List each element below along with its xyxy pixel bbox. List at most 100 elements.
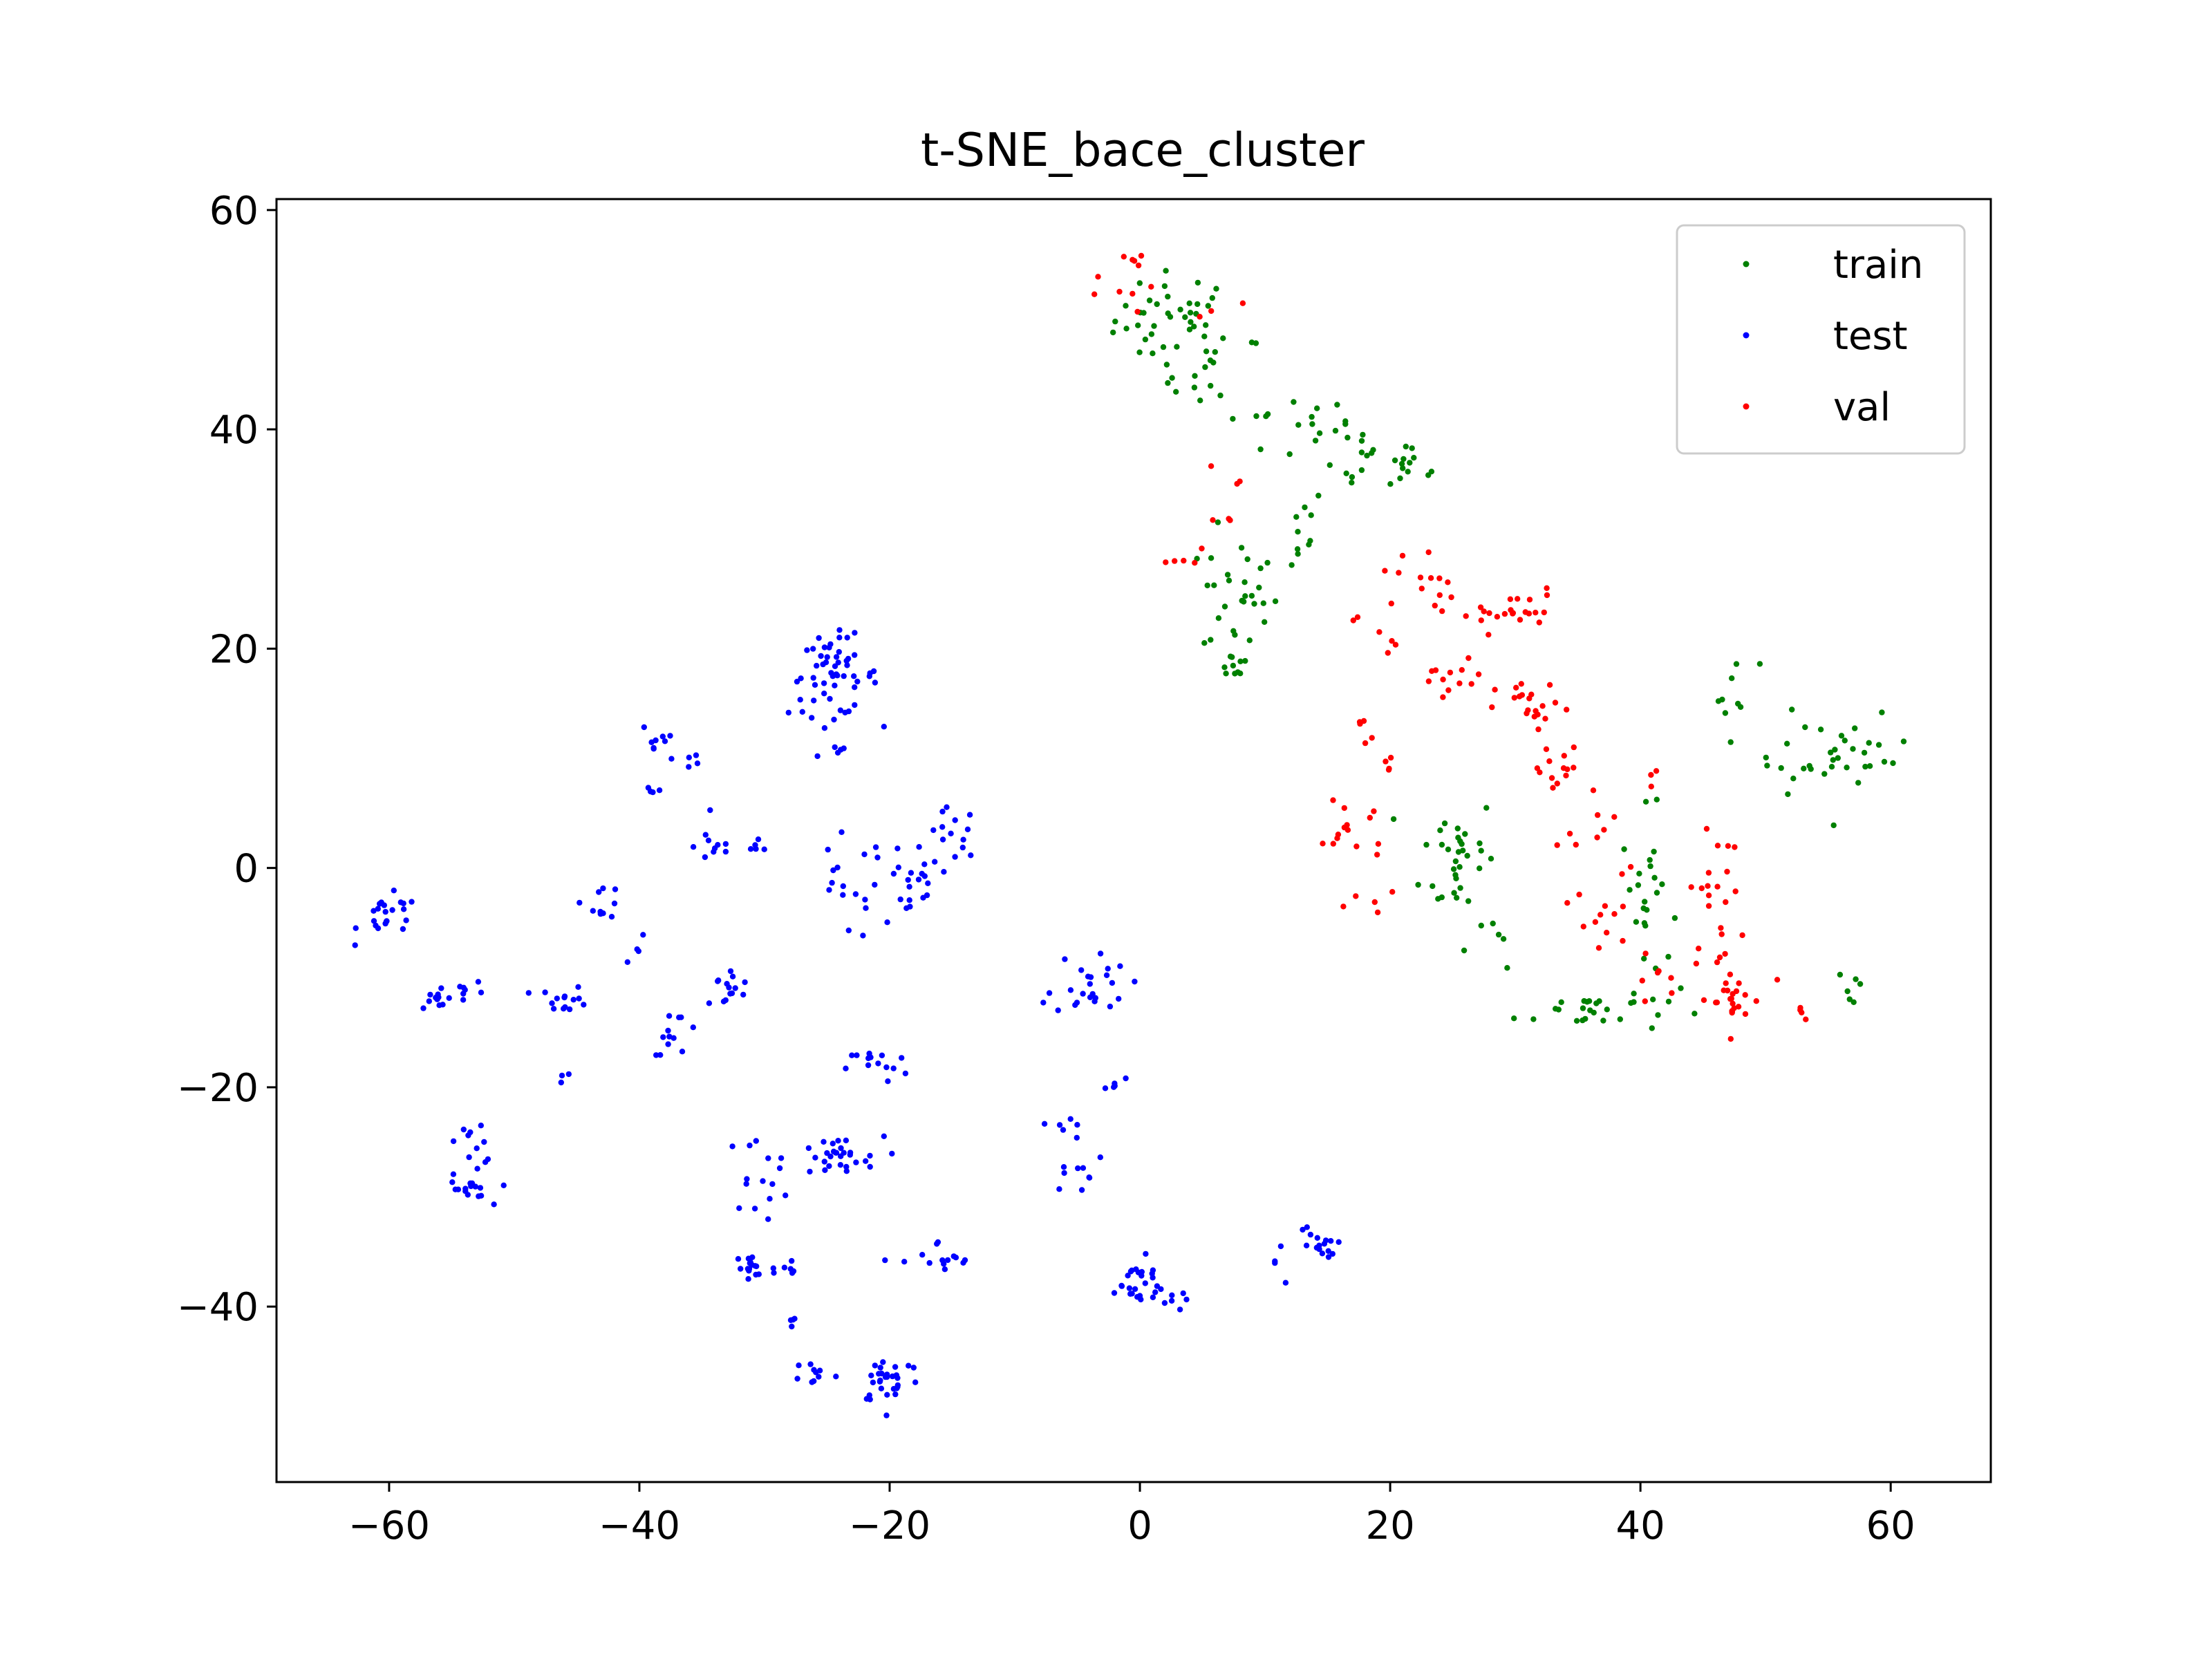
point-train bbox=[1163, 268, 1169, 274]
point-train bbox=[1223, 671, 1229, 677]
point-test bbox=[861, 851, 868, 858]
point-train bbox=[1358, 438, 1365, 444]
y-tick-label: −40 bbox=[177, 1285, 259, 1330]
point-val bbox=[1535, 726, 1541, 733]
point-test bbox=[1097, 950, 1104, 957]
point-val bbox=[1341, 805, 1348, 812]
point-test bbox=[1150, 1275, 1156, 1281]
point-test bbox=[960, 836, 966, 843]
point-train bbox=[1244, 556, 1250, 563]
point-test bbox=[841, 673, 847, 679]
point-test bbox=[845, 927, 852, 934]
point-test bbox=[840, 892, 846, 898]
point-train bbox=[1828, 764, 1835, 770]
point-train bbox=[1841, 738, 1848, 744]
point-train bbox=[1358, 449, 1365, 456]
point-val bbox=[1448, 594, 1454, 601]
x-tick-label: 0 bbox=[1127, 1503, 1152, 1548]
series-val bbox=[1091, 252, 1809, 1042]
point-val bbox=[1095, 274, 1101, 280]
point-test bbox=[640, 932, 646, 938]
point-val bbox=[1389, 889, 1396, 895]
point-test bbox=[771, 1270, 777, 1276]
point-train bbox=[1263, 413, 1269, 420]
point-val bbox=[1477, 604, 1484, 610]
point-train bbox=[1580, 1017, 1586, 1024]
point-test bbox=[1134, 1294, 1141, 1300]
y-tick-label: −20 bbox=[177, 1066, 259, 1111]
point-val bbox=[1639, 977, 1645, 984]
point-test bbox=[745, 1276, 751, 1282]
point-test bbox=[894, 1385, 900, 1391]
point-train bbox=[1123, 326, 1130, 332]
point-val bbox=[1525, 707, 1531, 713]
point-train bbox=[1846, 996, 1853, 1002]
point-test bbox=[693, 752, 700, 758]
point-train bbox=[1649, 1025, 1655, 1031]
point-test bbox=[1085, 973, 1091, 980]
point-test bbox=[1303, 1242, 1310, 1249]
point-test bbox=[747, 846, 754, 852]
point-train bbox=[1862, 763, 1868, 770]
point-test bbox=[893, 1372, 900, 1378]
point-train bbox=[1226, 577, 1232, 583]
point-test bbox=[634, 946, 640, 953]
point-test bbox=[462, 986, 468, 993]
point-test bbox=[865, 1055, 872, 1062]
point-test bbox=[1143, 1250, 1149, 1257]
point-test bbox=[851, 673, 857, 679]
point-train bbox=[1651, 848, 1657, 855]
point-train bbox=[1861, 749, 1868, 756]
point-test bbox=[789, 1323, 795, 1330]
point-val bbox=[1563, 772, 1569, 779]
point-test bbox=[812, 682, 818, 688]
point-test bbox=[832, 744, 838, 751]
point-test bbox=[968, 852, 974, 859]
point-test bbox=[867, 1163, 873, 1170]
point-val bbox=[1739, 932, 1745, 939]
point-val bbox=[1388, 600, 1395, 607]
point-test bbox=[1123, 1075, 1129, 1082]
point-test bbox=[662, 738, 668, 744]
point-test bbox=[353, 925, 359, 931]
point-test bbox=[706, 1000, 713, 1006]
point-test bbox=[1152, 1289, 1159, 1295]
point-val bbox=[1714, 843, 1721, 849]
point-test bbox=[935, 1239, 941, 1246]
point-train bbox=[1636, 870, 1642, 877]
point-val bbox=[1571, 744, 1577, 751]
point-test bbox=[450, 1138, 457, 1145]
point-train bbox=[1425, 472, 1432, 478]
point-test bbox=[1127, 1291, 1134, 1297]
point-train bbox=[1161, 283, 1168, 290]
point-train bbox=[1182, 314, 1188, 320]
point-test bbox=[375, 906, 381, 912]
point-train bbox=[1154, 301, 1160, 308]
point-train bbox=[1391, 457, 1398, 464]
point-test bbox=[1304, 1224, 1311, 1230]
point-train bbox=[1407, 460, 1413, 466]
point-test bbox=[1046, 990, 1053, 996]
point-val bbox=[1367, 814, 1374, 821]
point-train bbox=[1194, 301, 1201, 308]
point-val bbox=[1475, 671, 1482, 677]
point-val bbox=[1554, 780, 1560, 787]
point-test bbox=[880, 1359, 886, 1365]
point-test bbox=[826, 1163, 832, 1170]
point-val bbox=[1774, 977, 1781, 983]
point-test bbox=[959, 844, 966, 851]
point-train bbox=[1251, 601, 1257, 607]
point-test bbox=[562, 1004, 568, 1011]
point-train bbox=[1435, 896, 1441, 902]
point-test bbox=[668, 756, 675, 762]
point-train bbox=[1729, 675, 1735, 682]
point-test bbox=[581, 1002, 587, 1008]
point-test bbox=[1314, 1235, 1321, 1241]
point-train bbox=[1452, 858, 1459, 865]
point-val bbox=[1396, 570, 1402, 576]
point-test bbox=[590, 908, 596, 914]
point-test bbox=[895, 864, 902, 871]
point-test bbox=[450, 1171, 457, 1177]
point-test bbox=[1272, 1258, 1278, 1264]
point-val bbox=[1489, 704, 1495, 711]
